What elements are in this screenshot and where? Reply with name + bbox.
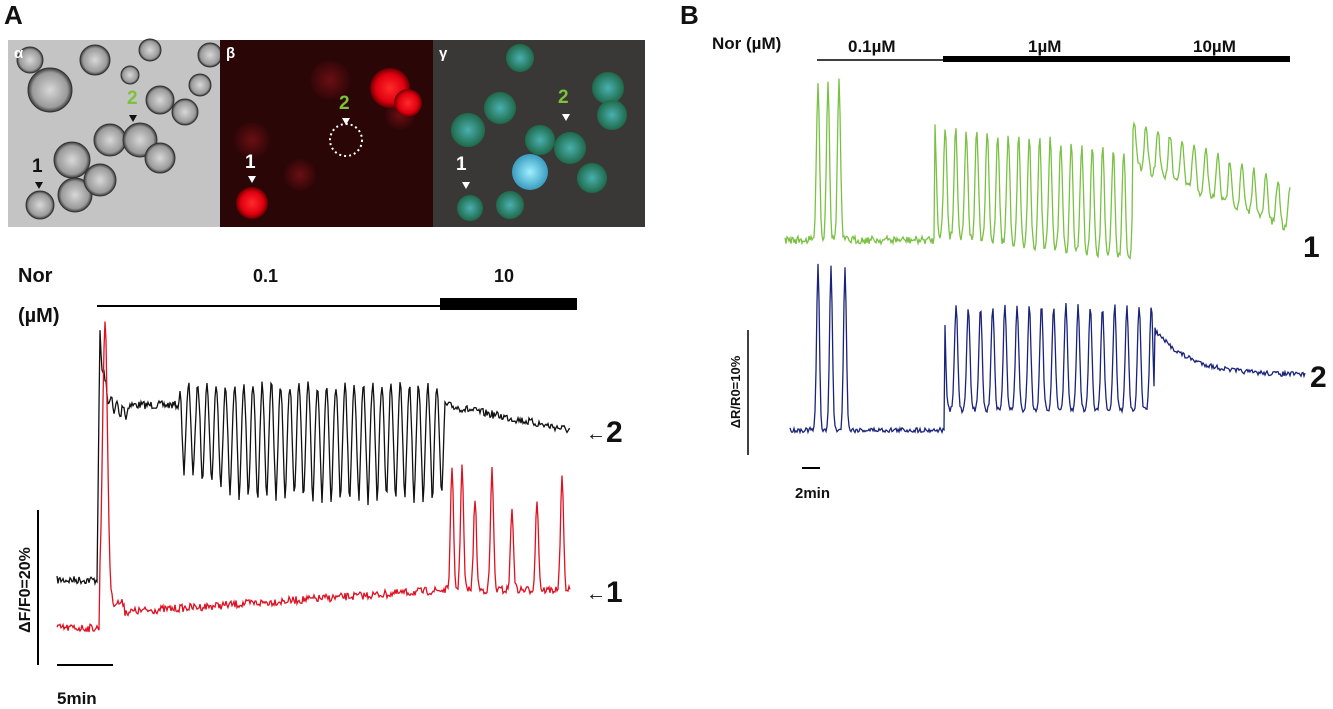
image-alpha: α 2 1	[8, 38, 223, 227]
stimulus-agent: Nor	[18, 265, 53, 287]
dose-label: 10µM	[1193, 37, 1236, 56]
cell	[234, 122, 270, 158]
scale-label: 5min	[57, 689, 97, 708]
dose-label: 10	[494, 266, 514, 286]
dose-bar	[440, 298, 577, 310]
image-label: α	[14, 45, 24, 62]
cell	[236, 187, 268, 219]
trace-label: 1	[1303, 231, 1320, 264]
cell	[27, 67, 73, 113]
arrowhead	[462, 182, 470, 189]
panel-label: B	[680, 0, 699, 30]
dose-label: 0.1	[253, 266, 278, 286]
trace	[789, 263, 1306, 435]
scale-label: ΔR/R0=10%	[728, 355, 743, 428]
cell	[16, 46, 44, 74]
panel-label: A	[4, 0, 23, 30]
image-beta: β 2 1	[220, 40, 433, 227]
cell-label: 2	[558, 87, 569, 108]
cell-label: 2	[127, 88, 138, 109]
cell	[310, 60, 350, 100]
dose-label: 1µM	[1028, 37, 1061, 56]
stimulus-agent: Nor (µM)	[712, 34, 781, 53]
image-gamma: γ 2 1	[433, 40, 645, 227]
cell-label: 2	[339, 93, 350, 114]
cell	[592, 72, 624, 104]
cell	[457, 195, 483, 221]
cell	[484, 92, 516, 124]
cell-outline	[329, 123, 363, 157]
trace	[784, 78, 1291, 260]
cell-label: 1	[32, 156, 43, 177]
cell	[496, 191, 524, 219]
cell	[451, 113, 485, 147]
arrowhead	[342, 118, 350, 125]
scale-label: 2min	[795, 485, 830, 502]
cell-label: 1	[456, 154, 467, 175]
dose-bar	[943, 56, 1290, 62]
cell	[138, 38, 162, 62]
cell	[577, 163, 607, 193]
cell	[188, 73, 212, 97]
cell	[25, 190, 55, 220]
arrow: ←	[586, 583, 606, 605]
cell-label: 1	[245, 152, 256, 173]
trace	[56, 321, 571, 633]
cell	[53, 141, 91, 179]
cell	[197, 42, 223, 68]
dose-label: 0.1µM	[848, 37, 896, 56]
arrow: ←	[586, 423, 606, 445]
trace-label: 2	[606, 416, 623, 449]
cell	[144, 142, 176, 174]
cell	[506, 44, 534, 72]
arrowhead	[248, 176, 256, 183]
stimulus-unit: (µM)	[18, 305, 60, 327]
arrowhead	[129, 115, 137, 122]
cell	[512, 154, 548, 190]
cell	[284, 159, 316, 191]
arrowhead	[562, 114, 570, 121]
arrowhead	[35, 182, 43, 189]
cell	[597, 100, 627, 130]
cells	[16, 38, 223, 220]
image-label: β	[226, 45, 235, 62]
trace-label: 2	[1310, 361, 1327, 394]
image-label: γ	[439, 45, 448, 62]
trace	[56, 330, 571, 587]
cell	[171, 98, 199, 126]
cell	[83, 163, 117, 197]
cell	[554, 132, 586, 164]
cell	[525, 125, 555, 155]
cell	[93, 123, 127, 157]
cell	[79, 44, 111, 76]
cell	[394, 89, 422, 117]
cell	[120, 65, 140, 85]
scale-label: ΔF/F0=20%	[17, 547, 34, 633]
cell	[145, 85, 175, 115]
trace-label: 1	[606, 576, 623, 609]
